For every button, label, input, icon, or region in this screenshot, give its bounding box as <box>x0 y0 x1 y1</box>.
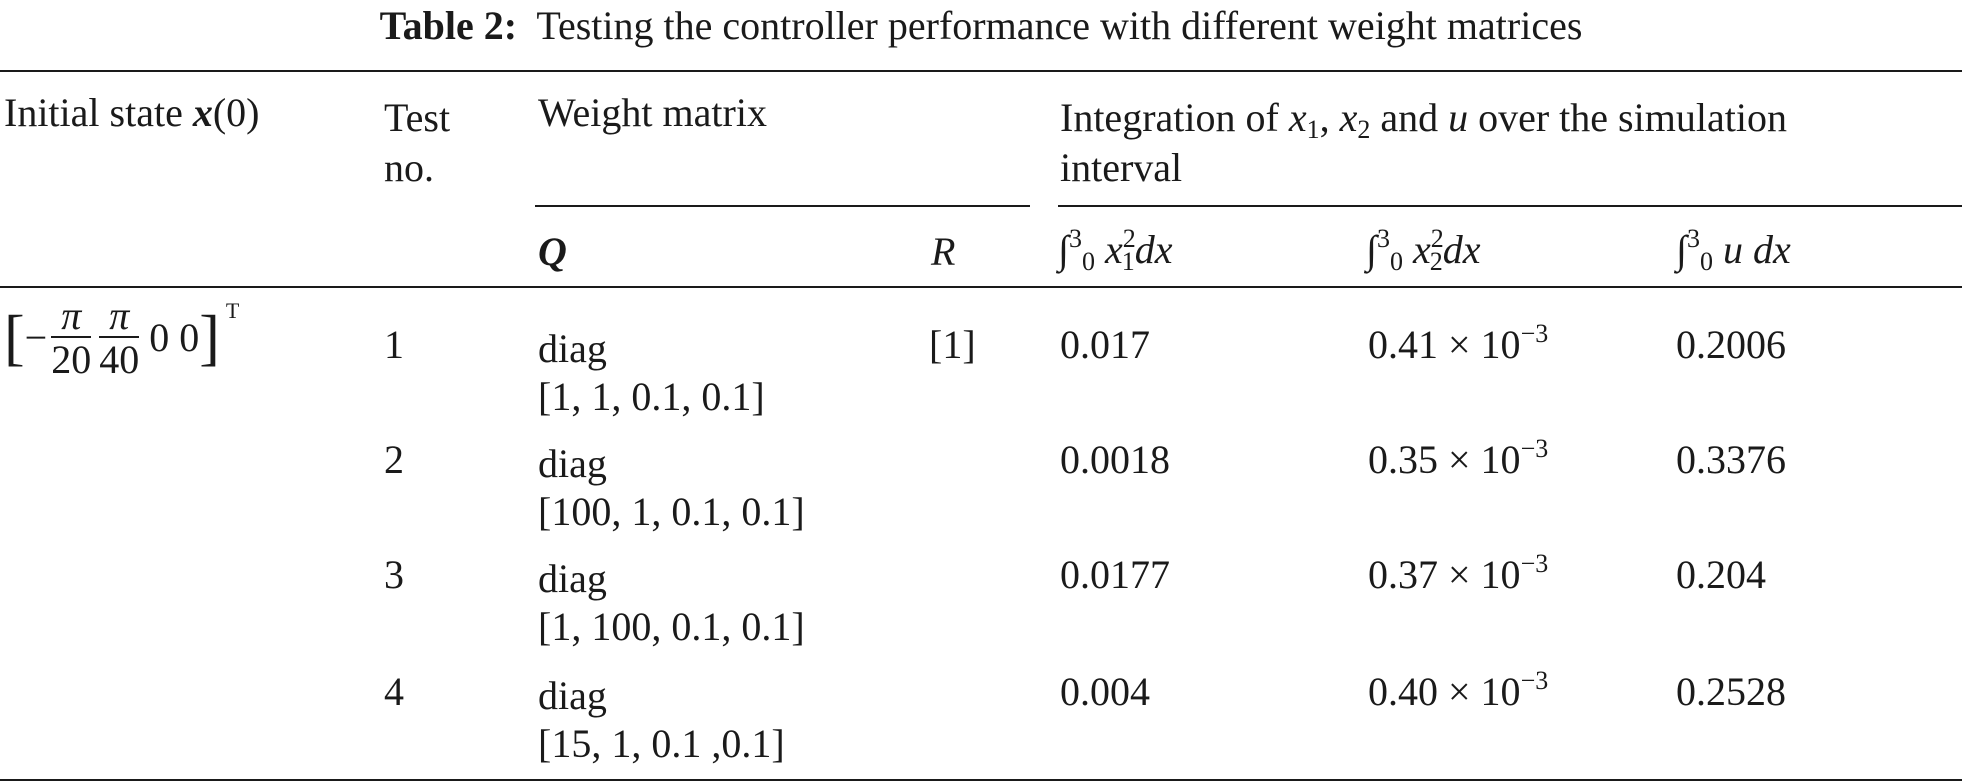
weight-matrix-subrule <box>535 205 1030 207</box>
cell-int-x1: 0.0018 <box>1060 437 1170 482</box>
cell-test-no: 2 <box>384 437 404 482</box>
cell-int-u: 0.204 <box>1676 552 1766 597</box>
fraction-pi-20: π 20 <box>51 293 92 382</box>
cell-int-u: 0.3376 <box>1676 437 1786 482</box>
cell-q: diag [15, 1, 0.1 ,0.1] <box>538 673 785 766</box>
cell-int-u: 0.2528 <box>1676 669 1786 714</box>
header-test-no: Test no. <box>384 95 451 190</box>
cell-q: diag [1, 1, 0.1, 0.1] <box>538 326 765 419</box>
cell-int-x2: 0.41 × 10−3 <box>1368 319 1549 367</box>
cell-int-x2: 0.35 × 10−3 <box>1368 434 1549 482</box>
cell-int-x1: 0.0177 <box>1060 552 1170 597</box>
header-Q: Q <box>538 229 567 274</box>
cell-q: diag [1, 100, 0.1, 0.1] <box>538 556 805 649</box>
initial-state-vector: [ − π 20 π 40 0 0 ] T <box>4 293 240 382</box>
cell-int-x2: 0.37 × 10−3 <box>1368 549 1549 597</box>
caption-label: Table 2: <box>379 3 518 48</box>
cell-q: diag [100, 1, 0.1, 0.1] <box>538 441 805 534</box>
right-bracket: ] <box>199 304 220 372</box>
cell-int-u: 0.2006 <box>1676 322 1786 367</box>
cell-int-x2: 0.40 × 10−3 <box>1368 666 1549 714</box>
integral-sign: ∫30 <box>1366 224 1403 276</box>
cell-int-x1: 0.017 <box>1060 322 1150 367</box>
cell-test-no: 3 <box>384 552 404 597</box>
header-int-u: ∫30 u dx <box>1676 224 1791 276</box>
header-bottom-rule <box>0 286 1962 288</box>
cell-int-x1: 0.004 <box>1060 669 1150 714</box>
bottom-rule <box>0 779 1962 781</box>
integration-subrule <box>1058 205 1962 207</box>
header-initial-state: Initial state x(0) <box>4 90 260 135</box>
header-int-x1: ∫30 x21dx <box>1058 224 1173 276</box>
top-rule <box>0 70 1962 72</box>
integral-sign: ∫30 <box>1058 224 1095 276</box>
header-integration: Integration of x1, x2 and u over the sim… <box>1060 95 1787 190</box>
left-bracket: [ <box>4 304 25 372</box>
cell-test-no: 4 <box>384 669 404 714</box>
header-weight-matrix: Weight matrix <box>538 90 767 135</box>
header-int-x2: ∫30 x22dx <box>1366 224 1481 276</box>
state-vector-symbol: x <box>192 90 213 135</box>
fraction-pi-40: π 40 <box>99 293 140 382</box>
header-R: R <box>931 229 956 274</box>
table-caption: Table 2: Testing the controller performa… <box>0 6 1962 46</box>
caption-text: Testing the controller performance with … <box>536 3 1583 48</box>
integral-sign: ∫30 <box>1676 224 1713 276</box>
cell-r: [1] <box>929 322 976 367</box>
cell-test-no: 1 <box>384 322 404 367</box>
